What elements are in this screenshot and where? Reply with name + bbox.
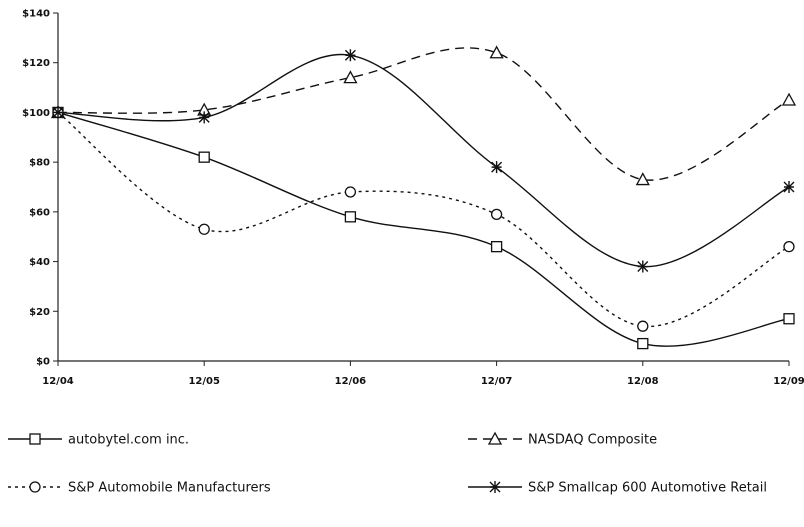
y-tick-label: $20 — [29, 307, 50, 318]
y-tick-label: $0 — [36, 357, 50, 368]
autobytel-com-inc-point — [490, 241, 503, 253]
autobytel-com-inc-point — [198, 151, 210, 163]
s-p-smallcap-600-automotive-retail-line — [57, 53, 790, 268]
s-p-smallcap-600-automotive-retail-point — [52, 106, 64, 119]
nasdaq-composite-line — [57, 47, 790, 181]
autobytel-com-inc-legend-marker — [29, 433, 41, 445]
x-tick-label: 12/07 — [481, 376, 513, 387]
y-tick-label: $60 — [29, 207, 50, 218]
s-p-automobile-manufacturers-point — [637, 320, 649, 332]
x-axis-ticks: 12/04 12/05 12/06 12/07 12/08 12/09 — [42, 361, 804, 387]
x-tick-label: 12/06 — [335, 376, 367, 387]
s-p-smallcap-600-automotive-retail-point — [491, 161, 503, 174]
s-p-automobile-manufacturers-point — [783, 241, 795, 253]
nasdaq-composite-legend-label: NASDAQ Composite — [528, 433, 657, 448]
autobytel-com-inc-legend-label: autobytel.com inc. — [68, 433, 189, 448]
legend: autobytel.com inc. NASDAQ Composite S&P Au… — [8, 431, 767, 496]
s-p-smallcap-600-automotive-retail-point — [344, 49, 356, 62]
x-tick-label: 12/04 — [42, 376, 74, 387]
y-tick-label: $120 — [22, 58, 50, 69]
y-tick-label: $140 — [22, 9, 50, 20]
s-p-automobile-manufacturers-point — [344, 186, 357, 198]
nasdaq-composite-point — [343, 70, 358, 84]
y-tick-label: $100 — [22, 108, 50, 119]
s-p-automobile-manufacturers-point — [198, 223, 210, 235]
autobytel-com-inc-point — [783, 313, 795, 325]
s-p-smallcap-600-automotive-retail-point — [783, 181, 795, 193]
s-p-smallcap-600-automotive-retail-point — [198, 111, 210, 124]
nasdaq-composite-point — [781, 92, 797, 106]
nasdaq-composite-legend-marker — [487, 431, 503, 445]
nasdaq-composite-point — [489, 45, 504, 59]
y-axis-ticks: $0 $20 $40 $60 $80 $100 $120 $140 — [22, 9, 58, 368]
s-p-smallcap-600-automotive-retail-legend-label: S&P Smallcap 600 Automotive Retail — [528, 481, 767, 496]
nasdaq-composite-point — [635, 172, 650, 186]
s-p-smallcap-600-automotive-retail-legend-marker — [489, 481, 501, 493]
autobytel-com-inc-line — [57, 111, 790, 347]
s-p-automobile-manufacturers-point — [490, 208, 503, 220]
autobytel-com-inc-point — [344, 211, 357, 223]
x-tick-label: 12/08 — [627, 376, 659, 387]
s-p-automobile-manufacturers-legend-marker — [29, 481, 41, 493]
s-p-smallcap-600-automotive-retail-point — [637, 260, 649, 273]
autobytel-com-inc-point — [637, 337, 649, 350]
y-tick-label: $40 — [29, 257, 50, 268]
chart-axes — [57, 13, 789, 362]
y-tick-label: $80 — [29, 158, 50, 169]
series-lines — [50, 45, 797, 350]
s-p-automobile-manufacturers-legend-label: S&P Automobile Manufacturers — [68, 481, 271, 496]
x-tick-label: 12/09 — [773, 376, 804, 387]
x-tick-label: 12/05 — [188, 376, 220, 387]
